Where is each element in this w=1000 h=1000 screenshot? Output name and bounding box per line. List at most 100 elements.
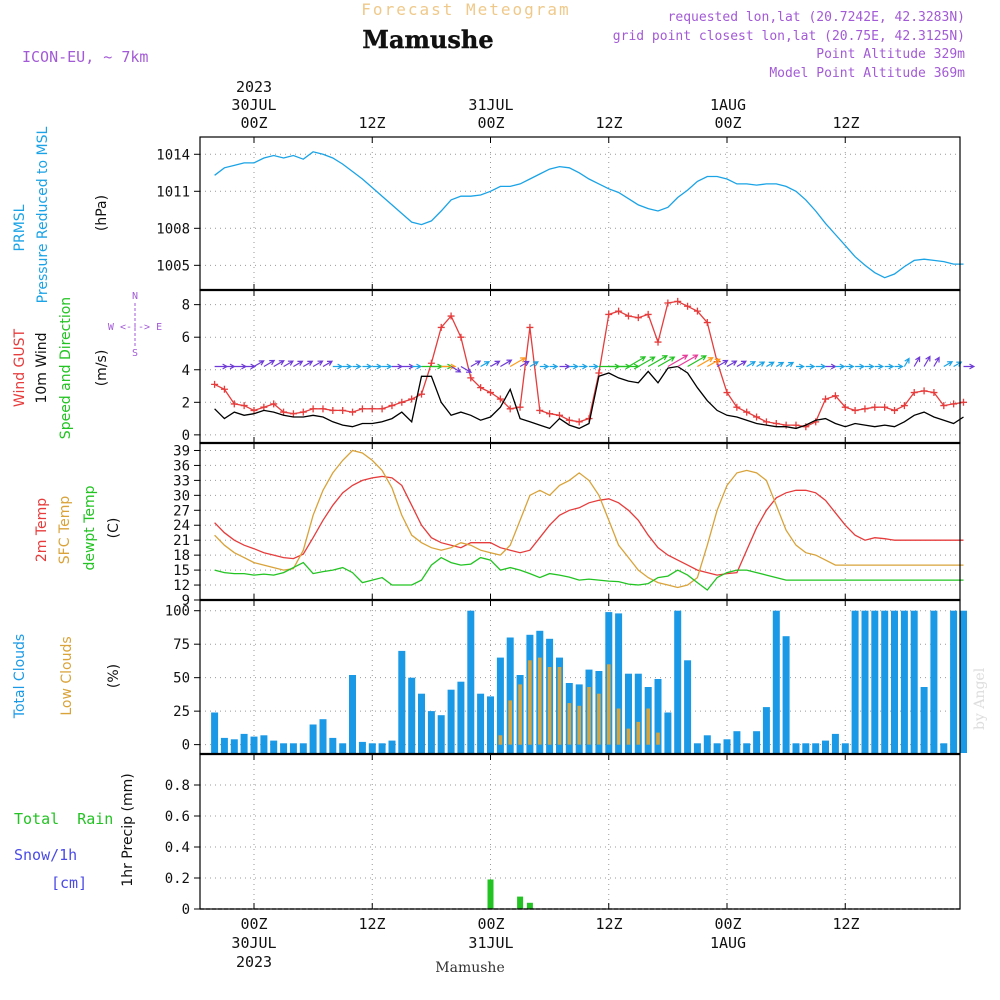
gust-marker [516,403,524,411]
y-tick-label: 0 [182,428,190,444]
wind-direction-arrow [332,363,344,370]
gust-marker [841,403,849,411]
wind-direction-arrow [382,363,393,370]
footer-location: Mamushe [435,960,504,976]
total-cloud-bar [802,743,810,753]
y-tick-label: 0.2 [165,871,190,887]
total-cloud-bar [703,735,711,753]
wind-direction-arrow [293,360,304,368]
wind-direction-arrow [835,363,846,370]
p5-unit: 1hr Precip (mm) [120,773,136,886]
y-tick-label: 4 [182,363,190,379]
wind-direction-arrow [244,363,257,370]
rain-bar [487,879,494,909]
gust-marker [595,369,603,377]
p1-label-a: PRMSL [12,204,28,251]
wind-direction-arrow [894,363,904,370]
gust-marker [408,395,416,403]
p2-label-b: 10m Wind [34,332,50,403]
wind-direction-arrow [392,363,404,370]
requested-coords: requested lon,lat (20.7242E, 42.3283N) [668,10,965,25]
total-cloud-bar [762,707,770,753]
total-cloud-bar [743,743,751,753]
grid-point-coords: grid point closest lon,lat (20.75E, 42.3… [613,29,965,44]
y-tick-label: 75 [173,637,190,653]
top-tick-label: 00Z [714,114,741,132]
gust-marker [329,406,337,414]
y-tick-label: 1008 [156,221,190,237]
total-cloud-bar [309,724,317,753]
gust-marker [299,408,307,416]
total-cloud-bar [270,740,278,753]
low-cloud-bar [538,657,542,745]
low-cloud-bar [616,708,621,745]
gust-marker [624,312,632,320]
wind-direction-arrow [539,363,550,370]
total-cloud-bar [940,743,948,753]
top-tick-label: 12Z [358,114,385,132]
gust-marker [388,402,396,410]
wind-direction-arrow [716,359,729,368]
low-cloud-bar [646,708,650,745]
total-cloud-bar [634,673,642,753]
y-tick-label: 1011 [156,184,190,200]
total-cloud-bar [792,743,800,753]
y-tick-label: 24 [173,518,190,534]
low-cloud-bar [498,735,503,745]
gust-marker [950,400,958,408]
wind-direction-arrow [342,363,353,370]
p4-unit: (%) [106,664,122,688]
top-day-label: 31JUL [468,96,513,114]
wind-direction-arrow [746,361,757,368]
top-tick-label: 00Z [240,114,267,132]
wind-direction-arrow [756,361,766,368]
wind-direction-arrow [312,360,324,368]
gust-marker [230,400,238,408]
rain-bar [526,902,533,909]
location-title: Mamushe [362,25,493,54]
total-cloud-bar [339,743,347,753]
gust-marker [270,400,278,408]
wind-speed-line [214,365,964,430]
wind-direction-arrow [775,361,785,368]
gust-marker [762,418,770,426]
plot-layer: 1005100810111014024689121518212427303336… [156,137,976,918]
total-cloud-bar [713,743,721,753]
gust-marker [910,389,918,397]
gust-marker [822,395,830,403]
p2-unit: (m/s) [94,350,110,387]
gust-marker [861,405,869,413]
pressure-line [214,151,964,279]
y-tick-label: 33 [173,473,190,489]
y-tick-label: 18 [173,548,190,564]
wind-direction-arrow [766,361,775,368]
wind-direction-arrow [943,361,954,368]
wind-direction-arrow [933,356,940,367]
total-cloud-bar [881,610,889,753]
wind-direction-arrow [677,354,699,368]
y-tick-label: 0.6 [165,809,190,825]
wind-direction-arrow [913,356,921,367]
total-cloud-bar [693,743,701,753]
total-cloud-bar [664,712,672,753]
bottom-year-label: 2023 [236,953,272,971]
gust-marker [339,406,347,414]
wind-direction-arrow [736,360,747,368]
wind-direction-arrow [815,363,827,370]
gust-marker [772,419,780,427]
gust-marker [378,405,386,413]
total-cloud-bar [960,610,967,753]
total-cloud-bar [280,743,288,753]
wind-direction-arrow [273,360,285,368]
low-cloud-bar [656,732,660,745]
wind-direction-arrow [401,363,415,370]
gust-marker [398,398,406,406]
compass-we: W <-!-> E [108,322,162,333]
wind-direction-arrow [362,363,373,370]
panel-frame [199,753,961,910]
wind-direction-arrow [707,358,721,368]
total-cloud-bar [368,743,376,753]
gust-marker [753,413,761,421]
p1-unit: (hPa) [94,195,110,231]
p3-label-c: dewpt Temp [82,485,98,570]
